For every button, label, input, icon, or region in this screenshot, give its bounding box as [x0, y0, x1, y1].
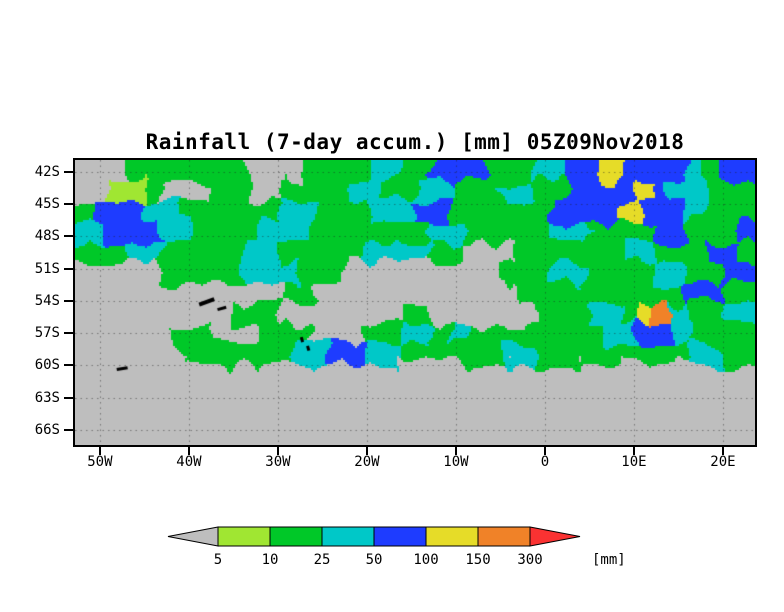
x-axis-tick: [276, 447, 279, 455]
legend-tick-label: 10: [262, 552, 279, 568]
x-axis-label: 20E: [710, 454, 736, 470]
color-legend: 5 10 25 50 100 150 300 [mm]: [160, 523, 690, 577]
plot-frame: [73, 158, 757, 447]
legend-svg: 5 10 25 50 100 150 300 [mm]: [167, 526, 626, 568]
y-axis-label: 60S: [34, 357, 60, 374]
x-axis-label: 40W: [176, 454, 202, 470]
legend-swatch: [217, 526, 271, 547]
y-axis-tick: [64, 299, 73, 302]
x-axis-label: 30W: [265, 454, 291, 470]
legend-swatch: [321, 526, 375, 547]
legend-arrow-below-min: [167, 526, 219, 547]
legend-tick-label: 300: [517, 552, 542, 568]
y-axis-tick: [64, 267, 73, 270]
x-axis-label: 10E: [621, 454, 647, 470]
x-axis-label: 10W: [443, 454, 469, 470]
x-axis-label: 50W: [87, 454, 113, 470]
legend-swatch: [373, 526, 427, 547]
x-axis-tick: [543, 447, 546, 455]
legend-swatch: [425, 526, 479, 547]
y-axis-label: 54S: [34, 292, 60, 309]
legend-tick-label: 150: [465, 552, 490, 568]
legend-swatch: [477, 526, 531, 547]
rain-map-canvas: [75, 160, 755, 445]
y-axis-tick: [64, 332, 73, 335]
y-axis-tick: [64, 428, 73, 431]
x-axis-label: 0: [540, 454, 550, 470]
y-axis-label: 48S: [34, 228, 60, 245]
legend-tick-label: 50: [366, 552, 383, 568]
y-axis-tick: [64, 203, 73, 206]
y-axis-label: 57S: [34, 325, 60, 342]
y-axis-tick: [64, 170, 73, 173]
y-axis-label: 42S: [34, 163, 60, 180]
chart-title: Rainfall (7-day accum.) [mm] 05Z09Nov201…: [145, 130, 685, 154]
y-axis-tick: [64, 364, 73, 367]
legend-tick-label: 100: [413, 552, 438, 568]
legend-tick-label: 5: [214, 552, 222, 568]
x-axis-tick: [187, 447, 190, 455]
y-axis-tick: [64, 396, 73, 399]
y-axis-tick: [64, 235, 73, 238]
legend-swatch: [269, 526, 323, 547]
y-axis-label: 66S: [34, 421, 60, 438]
x-axis-label: 20W: [354, 454, 380, 470]
x-axis-tick: [454, 447, 457, 455]
legend-unit-label: [mm]: [592, 552, 626, 568]
y-axis-label: 63S: [34, 389, 60, 406]
x-axis-tick: [632, 447, 635, 455]
x-axis-tick: [98, 447, 101, 455]
y-axis-label: 51S: [34, 260, 60, 277]
x-axis-tick: [365, 447, 368, 455]
legend-arrow-above-max: [529, 526, 581, 547]
legend-tick-label: 25: [314, 552, 331, 568]
x-axis-tick: [721, 447, 724, 455]
y-axis-label: 45S: [34, 196, 60, 213]
